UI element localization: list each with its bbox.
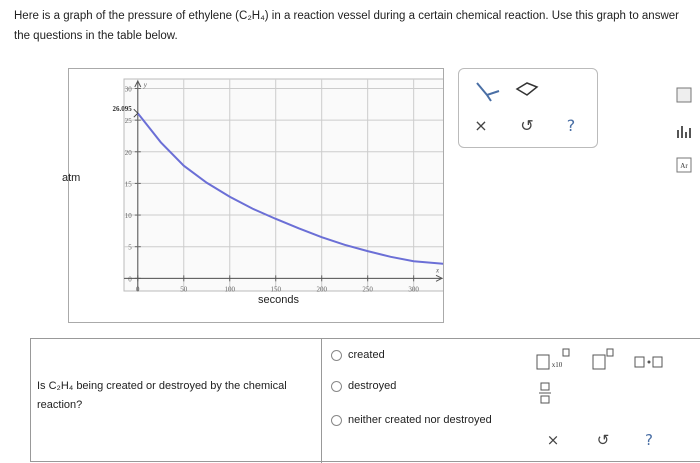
x-axis-symbol: x (435, 266, 440, 274)
y-tick-label: 0 (128, 275, 132, 283)
line-tool[interactable] (476, 82, 500, 102)
sci-label: x10 (552, 361, 563, 369)
help-button[interactable]: ? (645, 431, 653, 449)
y-tick-label: 10 (125, 212, 132, 220)
fraction-top[interactable] (540, 382, 550, 391)
radio[interactable] (331, 349, 342, 361)
y-tick-label: 30 (125, 85, 132, 93)
plot-area (123, 78, 445, 292)
answer-tools: x10 × ↺ ? (536, 348, 663, 449)
radio[interactable] (331, 414, 342, 426)
eraser-tool[interactable] (515, 82, 539, 96)
clear-button[interactable]: × (547, 431, 560, 449)
option[interactable]: created (331, 349, 385, 361)
clear-button[interactable]: × (474, 116, 487, 135)
cell-divider (321, 339, 322, 463)
y-arrow (134, 79, 142, 88)
radio[interactable] (331, 380, 342, 392)
data-icon[interactable] (677, 126, 691, 138)
question-text: Is C₂H₄ being created or destroyed by th… (37, 380, 287, 411)
option[interactable]: destroyed (331, 380, 396, 392)
y-tick-label: 25 (125, 117, 132, 125)
side-tools: Ar (676, 87, 692, 173)
x-axis-label: seconds (258, 294, 299, 306)
x-tick-label: 100 (224, 285, 235, 293)
graph-tools: × ↺ ? (458, 68, 598, 148)
x-arrow (435, 274, 444, 282)
x-tick-label: 150 (270, 285, 281, 293)
y-tick-label: 15 (125, 180, 132, 188)
annotation-arrow (133, 108, 139, 118)
x-tick-label: 50 (180, 285, 188, 293)
y-tick-label: 20 (125, 149, 132, 157)
undo-button[interactable]: ↺ (597, 431, 610, 449)
dot (647, 360, 651, 364)
annotation: 26.095 (113, 105, 133, 113)
periodic-table[interactable] (676, 157, 692, 173)
graph-panel: 051015202530050100150200250300yx26.095 (68, 68, 445, 323)
tool-icons: × ↺ ? (474, 82, 576, 135)
sci-sup (562, 348, 570, 357)
option-label: destroyed (348, 380, 397, 392)
sci-box[interactable] (536, 354, 550, 370)
option[interactable]: neither created nor destroyed (331, 414, 492, 426)
question-table: Is C₂H₄ being created or destroyed by th… (30, 338, 700, 463)
dot-box (652, 356, 663, 368)
power-box[interactable] (592, 354, 606, 370)
y-tick-label: 5 (128, 244, 132, 252)
dot-box[interactable] (634, 356, 645, 368)
intro-text: Here is a graph of the pressure of ethyl… (14, 10, 679, 42)
power-sup (606, 348, 614, 357)
help-button[interactable]: ? (567, 116, 576, 135)
y-axis-label: atm (62, 172, 81, 184)
y-axis-symbol: y (143, 81, 148, 89)
undo-button[interactable]: ↺ (520, 116, 533, 135)
chart: 051015202530050100150200250300yx26.095 (113, 78, 445, 293)
x-tick-label: 200 (316, 285, 327, 293)
option-label: neither created nor destroyed (348, 414, 492, 426)
option-label: created (348, 349, 385, 361)
x-tick-label: 250 (362, 285, 373, 293)
x-tick-label: 300 (408, 285, 419, 293)
calculator[interactable] (676, 87, 692, 103)
data-line (137, 112, 445, 265)
fraction-bottom (540, 395, 550, 404)
periodic-label: Ar (680, 162, 688, 170)
